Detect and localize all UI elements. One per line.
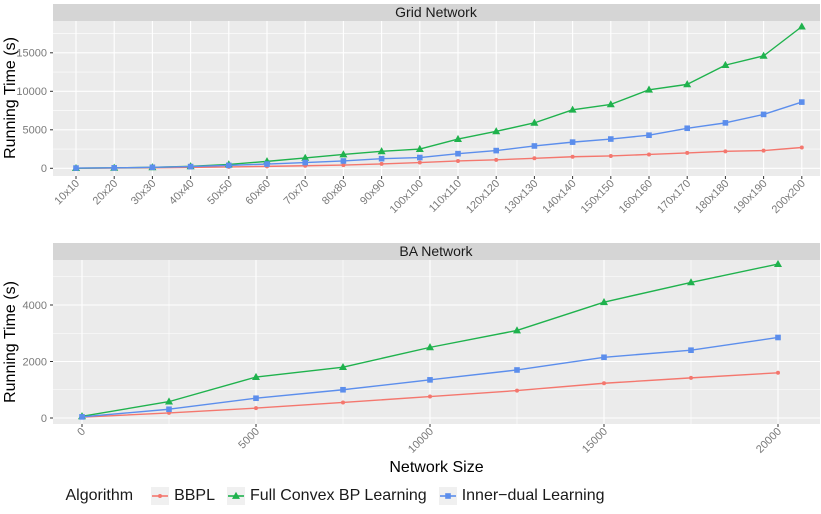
legend: Algorithm BBPL Full Convex BP Learning Inn… xyxy=(0,487,670,505)
y-tick-label: 4000 xyxy=(23,300,47,312)
x-tick-label: 0 xyxy=(75,426,88,439)
x-axis-title: Network Size xyxy=(389,459,484,476)
legend-item: BBPL xyxy=(151,487,215,505)
ba-network-chart: BA Network 0 2000 4000 0 5000 10000 15000 20000… xyxy=(2,243,820,456)
x-tick-label: 130x130 xyxy=(502,178,540,216)
x-tick-label: 80x80 xyxy=(320,178,350,208)
y-tick-label: 15000 xyxy=(16,48,47,60)
axis-ticks xyxy=(50,304,779,427)
x-tick-label: 10000 xyxy=(406,426,436,456)
y-tick-label: 0 xyxy=(41,163,47,175)
x-tick-label: 5000 xyxy=(236,426,262,452)
x-tick-label: 190x190 xyxy=(731,178,769,216)
x-tick-label: 20000 xyxy=(754,426,784,456)
grid-network-chart: Grid Network 0 5000 10000 15000 10x10 20x20 30… xyxy=(2,4,820,216)
x-tick-label: 100x100 xyxy=(388,178,426,216)
legend-key xyxy=(438,487,457,505)
legend-item: Inner−dual Learning xyxy=(438,487,605,505)
legend-label: Inner−dual Learning xyxy=(461,487,605,504)
x-tick-label: 140x140 xyxy=(540,178,578,216)
y-tick-labels: 0 5000 10000 15000 xyxy=(16,48,47,176)
y-tick-labels: 0 2000 4000 xyxy=(23,300,47,425)
square-marker-icon xyxy=(439,493,456,499)
x-tick-label: 120x120 xyxy=(464,178,502,216)
panel-title: Grid Network xyxy=(395,4,478,20)
triangle-marker-icon xyxy=(228,491,244,499)
y-tick-label: 5000 xyxy=(23,125,47,137)
x-tick-label: 160x160 xyxy=(617,178,655,216)
legend-item: Full Convex BP Learning xyxy=(227,487,427,505)
circle-marker-icon xyxy=(152,494,169,498)
x-tick-label: 110x110 xyxy=(427,178,464,215)
gridlines-minor xyxy=(53,260,820,424)
panel-strip xyxy=(53,243,820,260)
x-tick-label: 180x180 xyxy=(693,178,731,216)
y-axis-title: Running Time (s) xyxy=(2,281,19,403)
legend-label: BBPL xyxy=(174,487,215,504)
series-bbpl xyxy=(80,370,780,420)
x-tick-label: 40x40 xyxy=(167,178,197,208)
plot-panel xyxy=(53,21,820,176)
x-tick-label: 150x150 xyxy=(579,178,617,216)
y-tick-label: 2000 xyxy=(23,356,47,368)
x-tick-label: 10x10 xyxy=(52,178,82,208)
panel-title: BA Network xyxy=(399,243,473,259)
x-tick-label: 90x90 xyxy=(358,178,388,208)
legend-key xyxy=(151,487,170,505)
axis-ticks xyxy=(50,52,803,179)
gridlines-minor xyxy=(53,33,820,150)
x-tick-label: 70x70 xyxy=(282,178,312,208)
x-tick-label: 50x50 xyxy=(205,178,235,208)
series-full-convex-bp-learning xyxy=(78,259,782,420)
x-tick-label: 60x60 xyxy=(243,178,273,208)
x-tick-label: 15000 xyxy=(580,426,610,456)
panel-strip xyxy=(53,4,820,21)
y-tick-label: 0 xyxy=(41,413,47,425)
series-inner-dual-learning xyxy=(79,334,781,420)
legend-label: Full Convex BP Learning xyxy=(250,487,427,504)
series-inner-dual-learning xyxy=(73,99,805,171)
x-tick-label: 200x200 xyxy=(770,178,808,216)
legend-key xyxy=(227,487,245,505)
x-tick-labels: 10x10 20x20 30x30 40x40 50x50 60x60 70x70 80x80… xyxy=(52,178,807,216)
legend-title: Algorithm xyxy=(65,487,134,504)
x-tick-labels: 0 5000 10000 15000 20000 xyxy=(75,426,784,456)
y-axis-title: Running Time (s) xyxy=(2,37,19,159)
x-tick-label: 170x170 xyxy=(655,178,693,216)
x-tick-label: 30x30 xyxy=(129,178,159,208)
x-tick-label: 20x20 xyxy=(91,178,121,208)
y-tick-label: 10000 xyxy=(16,86,47,98)
gridlines-major xyxy=(53,260,820,424)
